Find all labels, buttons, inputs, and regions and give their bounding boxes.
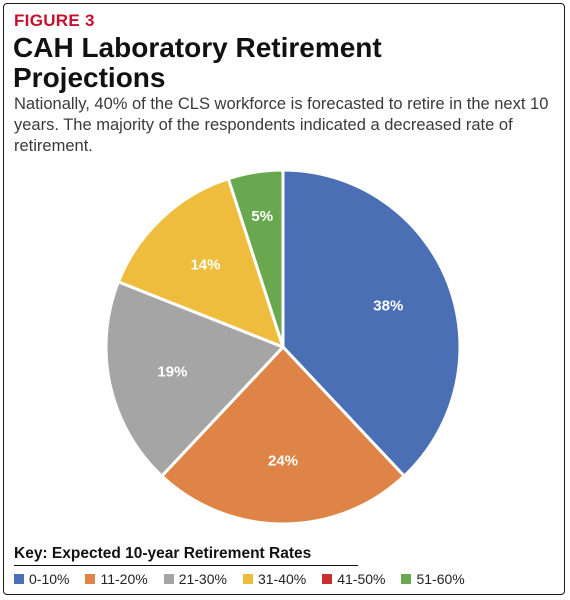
figure-label: FIGURE 3: [14, 11, 95, 30]
legend-label: 51-60%: [416, 571, 465, 587]
legend-item-31-40%: 31-40%: [242, 571, 307, 587]
pie-data-label-11-20%: 24%: [268, 452, 298, 469]
pie-data-label-21-30%: 19%: [157, 364, 187, 381]
legend-label: 21-30%: [178, 571, 227, 587]
pie-data-label-51-60%: 5%: [251, 208, 273, 225]
legend-title: Key: Expected 10-year Retirement Rates: [14, 545, 312, 562]
legend-label: 41-50%: [337, 571, 386, 587]
pie-slice-51-60%: [226, 168, 285, 349]
pie-data-label-31-40%: 14%: [190, 256, 220, 273]
legend-item-11-20%: 11-20%: [85, 571, 148, 587]
chart-title: CAH Laboratory Retirement Projections: [13, 32, 382, 93]
pie-slice-0-10%: [281, 168, 462, 478]
legend-label: 11-20%: [100, 571, 148, 587]
chart-subtitle: Nationally, 40% of the CLS workforce is …: [14, 95, 549, 155]
legend-swatch: [242, 574, 253, 584]
legend-item-51-60%: 51-60%: [401, 571, 465, 587]
legend-swatch: [401, 574, 412, 584]
pie-slice-11-20%: [160, 345, 406, 526]
legend-swatch: [14, 574, 24, 584]
legend: 0-10% 11-20% 21-30% 31-40% 41-50% 51-60%: [14, 571, 481, 587]
legend-swatch: [163, 574, 174, 584]
legend-swatch: [85, 574, 96, 584]
legend-divider: [14, 565, 358, 566]
legend-swatch: [322, 574, 333, 584]
legend-item-21-30%: 21-30%: [163, 571, 227, 587]
legend-label: 0-10%: [29, 571, 70, 587]
pie-data-label-0-10%: 38%: [373, 297, 403, 314]
legend-label: 31-40%: [257, 571, 307, 587]
legend-item-0-10%: 0-10%: [14, 571, 69, 587]
legend-item-41-50%: 41-50%: [322, 571, 385, 587]
